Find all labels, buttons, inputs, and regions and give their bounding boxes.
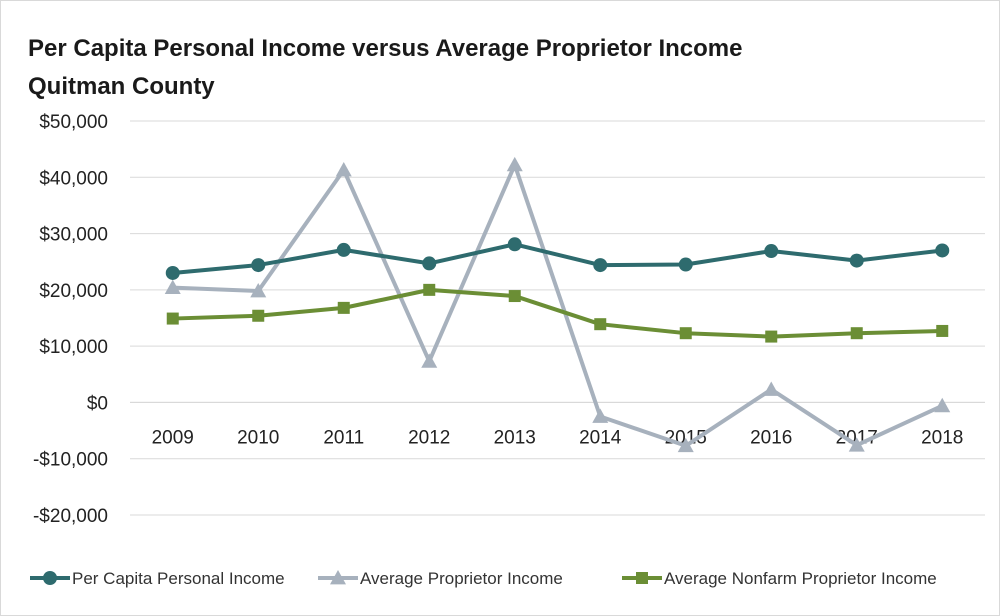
data-point-average-nonfarm-proprietor-income xyxy=(166,312,179,325)
data-point-per-capita-personal-income xyxy=(764,244,779,259)
chart-subtitle: Quitman County xyxy=(28,73,215,100)
data-point-per-capita-personal-income xyxy=(849,253,864,268)
y-tick-label: $30,000 xyxy=(39,225,108,246)
y-tick-label: -$10,000 xyxy=(33,450,108,471)
data-point-average-nonfarm-proprietor-income xyxy=(508,290,521,303)
legend-label-average-proprietor-income: Average Proprietor Income xyxy=(360,569,563,588)
x-tick-label: 2018 xyxy=(921,427,963,448)
legend-marker-per-capita-personal-income xyxy=(43,571,57,585)
chart-title: Per Capita Personal Income versus Averag… xyxy=(28,35,743,62)
series-line-average-nonfarm-proprietor-income xyxy=(172,287,943,339)
y-tick-label: -$20,000 xyxy=(33,506,108,527)
x-tick-label: 2012 xyxy=(408,427,450,448)
data-point-average-proprietor-income xyxy=(335,161,352,177)
x-tick-label: 2014 xyxy=(579,427,622,448)
data-point-average-proprietor-income xyxy=(763,381,780,396)
data-point-per-capita-personal-income xyxy=(935,243,950,258)
y-tick-label: $50,000 xyxy=(39,112,108,133)
data-point-average-proprietor-income xyxy=(421,353,438,368)
legend-label-per-capita-personal-income: Per Capita Personal Income xyxy=(72,569,285,588)
data-point-average-proprietor-income xyxy=(164,279,181,295)
x-tick-label: 2009 xyxy=(152,427,194,448)
data-point-average-nonfarm-proprietor-income xyxy=(337,301,350,314)
data-point-per-capita-personal-income xyxy=(251,258,266,273)
data-point-average-proprietor-income xyxy=(592,408,609,423)
data-point-average-nonfarm-proprietor-income xyxy=(423,283,436,296)
data-point-average-proprietor-income xyxy=(506,156,523,172)
y-tick-label: $10,000 xyxy=(39,337,108,358)
data-point-average-proprietor-income xyxy=(250,282,267,298)
chart-title-block: Per Capita Personal Income versus Averag… xyxy=(28,30,743,106)
data-point-average-nonfarm-proprietor-income xyxy=(765,330,778,343)
data-point-average-nonfarm-proprietor-income xyxy=(850,327,863,340)
x-tick-label: 2016 xyxy=(750,427,792,448)
data-point-average-nonfarm-proprietor-income xyxy=(594,318,607,331)
data-point-per-capita-personal-income xyxy=(422,256,437,271)
legend-marker-average-proprietor-income xyxy=(330,570,346,585)
x-tick-label: 2011 xyxy=(323,427,364,448)
legend-marker-average-nonfarm-proprietor-income xyxy=(636,572,648,584)
y-tick-label: $40,000 xyxy=(39,168,108,189)
data-point-per-capita-personal-income xyxy=(593,258,608,273)
x-tick-label: 2010 xyxy=(237,427,279,448)
y-tick-label: $0 xyxy=(87,393,108,414)
x-tick-label: 2013 xyxy=(494,427,536,448)
data-point-per-capita-personal-income xyxy=(678,257,693,272)
data-point-average-proprietor-income xyxy=(848,437,865,452)
data-point-average-proprietor-income xyxy=(934,397,951,413)
legend-label-average-nonfarm-proprietor-income: Average Nonfarm Proprietor Income xyxy=(664,569,937,588)
data-point-per-capita-personal-income xyxy=(507,237,522,252)
data-point-average-nonfarm-proprietor-income xyxy=(936,324,949,337)
data-point-per-capita-personal-income xyxy=(336,242,351,257)
y-tick-label: $20,000 xyxy=(39,281,108,302)
data-point-average-proprietor-income xyxy=(677,437,694,453)
data-point-average-nonfarm-proprietor-income xyxy=(679,327,692,340)
series-line-average-proprietor-income xyxy=(172,162,944,448)
data-point-per-capita-personal-income xyxy=(165,265,180,280)
series-line-per-capita-personal-income xyxy=(172,242,943,275)
data-point-average-nonfarm-proprietor-income xyxy=(252,309,265,322)
